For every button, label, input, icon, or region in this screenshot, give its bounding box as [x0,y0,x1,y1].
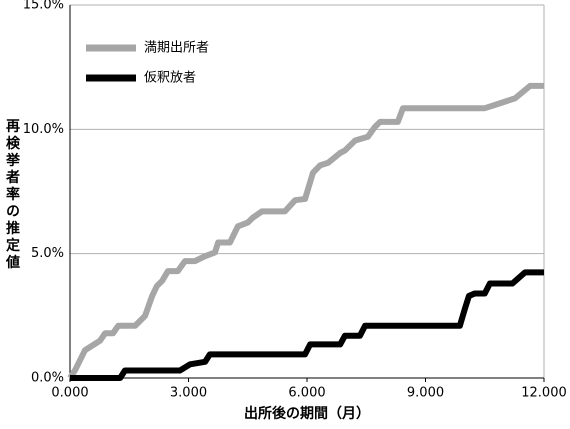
y-tick-label: 10.0% [23,122,64,137]
x-tick-label: 3.000 [170,386,207,401]
x-tick-label: 6.000 [288,386,325,401]
y-tick-label: 0.0% [31,371,64,386]
series-line [67,82,544,380]
series-line [70,269,544,381]
y-tick-label: 5.0% [31,246,64,261]
x-tick-label: 12.000 [521,386,567,401]
legend-label: 満期出所者 [144,41,209,56]
x-tick-label: 0.000 [51,386,88,401]
y-tick-label: 15.0% [23,0,64,13]
x-axis-label: 出所後の期間（月） [244,405,370,422]
y-axis-label: 再検挙者率の推定値 [4,119,21,272]
x-tick-label: 9.000 [407,386,444,401]
legend-label: 仮釈放者 [144,71,196,86]
